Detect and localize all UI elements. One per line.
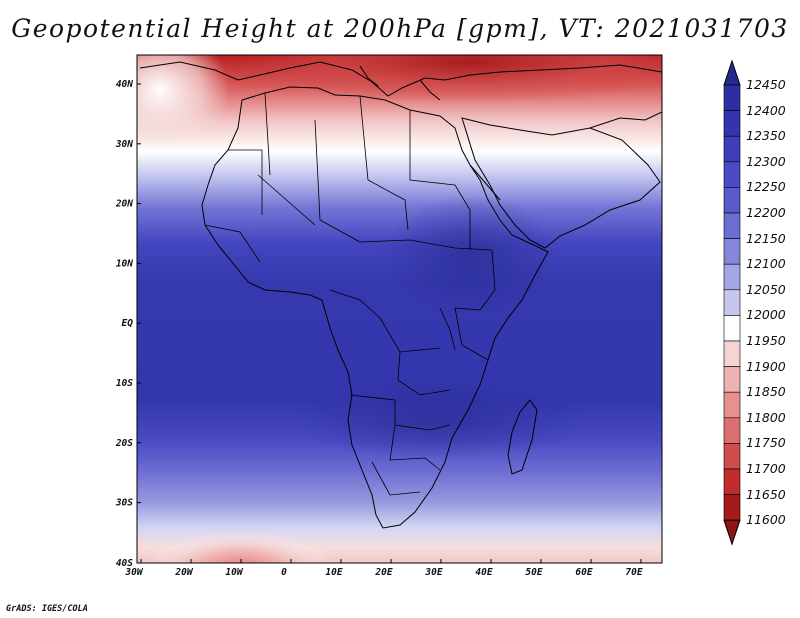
country-borders — [204, 92, 496, 496]
colorbar-level-label: 11800 — [746, 409, 786, 425]
footer-credit: GrADS: IGES/COLA — [6, 604, 88, 614]
x-tick-label: 40E — [475, 567, 492, 578]
colorbar-level-label: 12200 — [746, 205, 786, 220]
colorbar-swatch — [723, 135, 741, 163]
x-tick-label: 30W — [124, 567, 143, 578]
colorbar-swatch — [723, 84, 741, 111]
colorbar-swatch — [723, 417, 741, 444]
map-frame — [136, 54, 663, 564]
y-tick-label: 40S — [116, 558, 133, 569]
colorbar-swatch — [723, 366, 741, 393]
colorbar-swatch — [723, 315, 741, 342]
colorbar-level-label: 11700 — [746, 461, 786, 476]
y-tick-label: 10N — [116, 258, 133, 269]
colorbar-level-label: 12150 — [746, 230, 786, 246]
colorbar-level-label: 11900 — [746, 358, 786, 374]
colorbar-level-label: 12050 — [746, 281, 786, 297]
colorbar-swatch — [723, 212, 741, 239]
colorbar-swatch — [723, 263, 741, 291]
colorbar-swatch — [723, 494, 741, 521]
y-tick-label: 20S — [115, 438, 133, 449]
colorbar-level-label: 11600 — [746, 512, 786, 528]
colorbar-level-label: 12300 — [746, 153, 786, 169]
colorbar-level-label: 11850 — [746, 384, 786, 400]
colorbar-level-label: 11950 — [746, 333, 786, 348]
colorbar-swatch — [723, 468, 741, 495]
y-tick-label: 10S — [116, 378, 133, 389]
colorbar-swatch — [723, 187, 741, 214]
y-tick-label: 30S — [115, 498, 133, 509]
x-tick-label: 20E — [374, 567, 392, 578]
colorbar-swatch — [723, 238, 741, 265]
colorbar-bottom-arrow — [723, 519, 741, 546]
colorbar-level-label: 11650 — [746, 486, 786, 502]
colorbar-level-label: 12450 — [746, 77, 786, 92]
colorbar-level-label: 12100 — [746, 256, 786, 272]
x-tick-label: 50E — [525, 567, 542, 578]
y-tick-label: EQ — [122, 318, 134, 329]
y-tick-label: 30N — [115, 139, 133, 150]
colorbar-level-label: 12250 — [746, 179, 786, 195]
axis-ticks: 30W 20W 10W 0 10E 20E 30E 40E 50E 60E 70E 40N 30N 20N… — [115, 79, 643, 578]
colorbar-swatch — [723, 110, 741, 137]
height-field — [137, 55, 662, 563]
colorbar-swatch — [723, 391, 741, 419]
colorbar-level-label: 12350 — [746, 128, 786, 144]
colorbar-level-label: 12000 — [746, 307, 786, 323]
x-tick-label: 0 — [281, 567, 287, 578]
x-tick-label: 10E — [325, 567, 342, 578]
coastlines — [139, 61, 662, 529]
colorbar-swatch — [723, 161, 741, 188]
x-tick-label: 30E — [424, 567, 442, 578]
x-tick-label: 60E — [575, 567, 592, 578]
colorbar-top-arrow — [723, 59, 741, 86]
colorbar-level-label: 12400 — [746, 102, 786, 118]
y-tick-label: 20N — [115, 199, 133, 210]
x-tick-label: 70E — [625, 567, 642, 578]
x-tick-label: 20W — [174, 567, 193, 578]
x-tick-label: 10W — [225, 567, 243, 578]
colorbar-level-label: 11750 — [746, 435, 786, 451]
colorbar-swatch — [723, 443, 741, 470]
colorbar — [723, 59, 741, 546]
colorbar-swatch — [723, 340, 741, 367]
map-title: Geopotential Height at 200hPa [gpm], VT:… — [11, 14, 789, 43]
colorbar-swatch — [723, 289, 741, 316]
y-tick-label: 40N — [116, 79, 133, 90]
